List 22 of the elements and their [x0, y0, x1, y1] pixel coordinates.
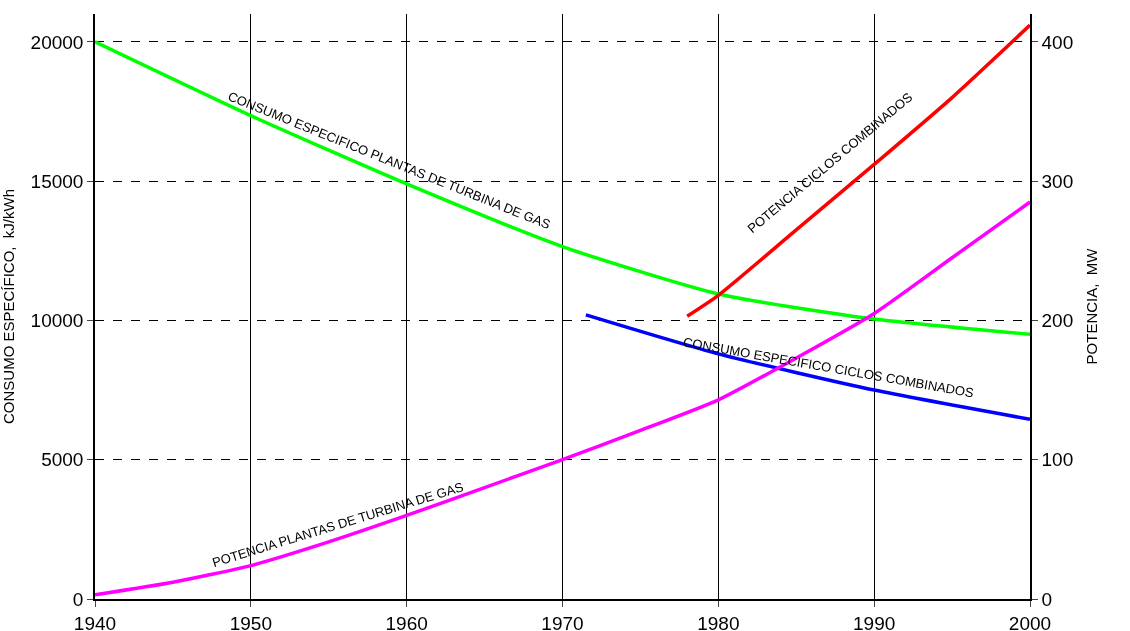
x-tick-label: 2000 — [1008, 612, 1052, 631]
x-tick-label: 1950 — [229, 612, 272, 631]
y2-tick-label: 100 — [1041, 449, 1074, 471]
y2-axis-title: POTENCIA, MW — [1082, 247, 1100, 365]
x-tick-label: 1990 — [853, 612, 896, 631]
y-tick-label: 20000 — [30, 31, 84, 53]
x-tick-label: 1960 — [385, 612, 428, 631]
y2-tick-label: 0 — [1041, 588, 1053, 610]
y-tick-label: 0 — [72, 588, 84, 610]
x-tick-label: 1980 — [697, 612, 740, 631]
x-tick-label: 1970 — [541, 612, 584, 631]
line-series — [584, 313, 1030, 422]
x-tick-label: 1940 — [73, 612, 117, 631]
y-tick-label: 5000 — [41, 449, 84, 471]
y2-tick-label: 200 — [1041, 310, 1074, 332]
y2-tick-label: 300 — [1041, 170, 1074, 192]
line-series — [95, 40, 1030, 337]
y-axis-title: CONSUMO ESPECÍFICO, kJ/kWh — [0, 188, 17, 425]
y-tick-label: 10000 — [30, 310, 84, 332]
line-series — [685, 23, 1030, 318]
y2-tick-label: 400 — [1041, 31, 1074, 53]
y-tick-label: 15000 — [30, 170, 84, 192]
